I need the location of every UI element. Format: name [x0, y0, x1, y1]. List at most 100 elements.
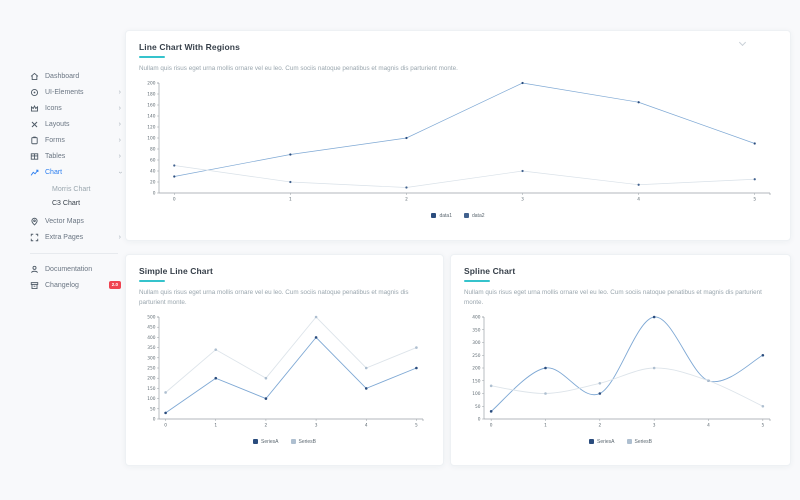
- chart-legend: SeriesA SeriesB: [139, 439, 430, 445]
- legend-item[interactable]: SeriesB: [626, 438, 653, 445]
- svg-text:4: 4: [365, 422, 368, 428]
- sidebar-item-documentation[interactable]: Documentation: [30, 261, 123, 277]
- legend-swatch: [464, 213, 469, 219]
- card-simple-line-chart: Simple Line Chart Nullam quis risus eget…: [125, 254, 444, 466]
- chevron-right-icon: ›: [118, 152, 121, 160]
- legend-item[interactable]: SeriesB: [290, 438, 317, 445]
- expand-icon: [30, 233, 39, 242]
- sidebar-item-ui-elements[interactable]: UI-Elements ›: [30, 84, 123, 100]
- sidebar: Dashboard UI-Elements › Icons › Layouts …: [0, 0, 125, 500]
- svg-text:150: 150: [147, 385, 155, 391]
- svg-text:60: 60: [150, 157, 156, 163]
- svg-text:2: 2: [405, 196, 408, 202]
- table-icon: [30, 152, 39, 161]
- legend-label: data1: [439, 212, 452, 219]
- sidebar-nav: Dashboard UI-Elements › Icons › Layouts …: [30, 68, 123, 293]
- legend-label: SeriesA: [260, 438, 279, 445]
- chevron-right-icon: ›: [118, 136, 121, 144]
- sidebar-item-label: UI-Elements: [45, 88, 84, 96]
- svg-text:180: 180: [147, 91, 155, 97]
- sidebar-item-tables[interactable]: Tables ›: [30, 148, 123, 164]
- chart-legend: data1 data2: [139, 213, 777, 219]
- simple-line-chart: 0 50 100 150 200 250 300 350 400 450 500 0 1 2 3 4 5: [147, 314, 424, 428]
- card-title: Simple Line Chart: [139, 266, 213, 276]
- collapse-icon[interactable]: [739, 40, 746, 45]
- legend-item[interactable]: SeriesA: [252, 438, 279, 445]
- card-spline-chart: Spline Chart Nullam quis risus eget urna…: [450, 254, 791, 466]
- svg-text:5: 5: [415, 422, 418, 428]
- svg-text:40: 40: [150, 168, 156, 174]
- sidebar-item-changelog[interactable]: Changelog 2.0: [30, 277, 123, 293]
- chevron-down-icon: ›: [116, 170, 124, 174]
- chevron-right-icon: ›: [118, 88, 121, 96]
- sidebar-item-label: Forms: [45, 136, 65, 144]
- svg-text:200: 200: [147, 80, 155, 86]
- legend-item[interactable]: data1: [431, 213, 452, 219]
- spline-chart: 0 50 100 150 200 250 300 350 400 0 1 2 3 4 5: [472, 314, 771, 428]
- legend-swatch: [290, 439, 296, 444]
- submenu-item-morris-chart[interactable]: Morris Chart: [52, 182, 123, 196]
- sidebar-item-vector-maps[interactable]: Vector Maps: [30, 213, 123, 229]
- sidebar-item-extra-pages[interactable]: Extra Pages ›: [30, 229, 123, 245]
- svg-text:0: 0: [173, 196, 176, 202]
- svg-text:120: 120: [147, 124, 155, 130]
- svg-text:1: 1: [214, 422, 217, 428]
- svg-text:400: 400: [472, 314, 480, 320]
- sidebar-item-label: Dashboard: [45, 72, 80, 80]
- card-description: Nullam quis risus eget urna mollis ornar…: [464, 289, 762, 306]
- target-icon: [30, 88, 39, 97]
- legend-item[interactable]: data2: [464, 213, 485, 219]
- sidebar-item-dashboard[interactable]: Dashboard: [30, 68, 123, 84]
- svg-text:160: 160: [147, 102, 155, 108]
- svg-text:0: 0: [153, 416, 156, 422]
- svg-text:350: 350: [472, 327, 480, 333]
- sidebar-item-chart[interactable]: Chart ›: [30, 164, 123, 180]
- chart-submenu: Morris Chart C3 Chart: [30, 180, 123, 213]
- svg-text:1: 1: [544, 422, 547, 428]
- sidebar-item-layouts[interactable]: Layouts ›: [30, 116, 123, 132]
- card-description: Nullam quis risus eget urna mollis ornar…: [139, 65, 458, 72]
- svg-text:200: 200: [147, 375, 155, 381]
- chart-legend: SeriesA SeriesB: [464, 439, 777, 445]
- svg-text:0: 0: [490, 422, 493, 428]
- sidebar-item-icons[interactable]: Icons ›: [30, 100, 123, 116]
- chevron-right-icon: ›: [118, 104, 121, 112]
- sidebar-item-forms[interactable]: Forms ›: [30, 132, 123, 148]
- card-line-chart-with-regions: Line Chart With Regions Nullam quis risu…: [125, 30, 791, 241]
- sidebar-item-label: Layouts: [45, 120, 70, 128]
- svg-text:100: 100: [147, 396, 155, 402]
- svg-text:1: 1: [289, 196, 292, 202]
- sidebar-item-label: Documentation: [45, 265, 93, 273]
- svg-text:3: 3: [521, 196, 524, 202]
- sidebar-divider: [30, 253, 118, 254]
- title-underline: [139, 56, 165, 58]
- legend-swatch: [431, 213, 437, 219]
- legend-swatch: [588, 439, 594, 444]
- chevron-right-icon: ›: [118, 120, 121, 128]
- svg-text:5: 5: [753, 196, 756, 202]
- version-badge: 2.0: [108, 281, 121, 289]
- sidebar-item-label: Icons: [45, 104, 62, 112]
- sidebar-item-label: Vector Maps: [45, 217, 84, 225]
- crown-icon: [30, 104, 39, 113]
- svg-text:50: 50: [150, 406, 156, 412]
- title-underline: [464, 280, 490, 282]
- svg-text:400: 400: [147, 334, 155, 340]
- home-icon: [30, 72, 39, 81]
- svg-text:450: 450: [147, 324, 155, 330]
- svg-text:3: 3: [653, 422, 656, 428]
- submenu-item-c3-chart[interactable]: C3 Chart: [52, 196, 123, 210]
- legend-label: SeriesA: [596, 438, 615, 445]
- svg-text:80: 80: [150, 146, 156, 152]
- sidebar-item-label: Extra Pages: [45, 233, 84, 241]
- legend-item[interactable]: SeriesA: [588, 438, 615, 445]
- svg-text:300: 300: [147, 355, 155, 361]
- card-description: Nullam quis risus eget urna mollis ornar…: [139, 289, 409, 306]
- svg-text:4: 4: [637, 196, 640, 202]
- legend-label: SeriesB: [634, 438, 653, 445]
- svg-text:300: 300: [472, 340, 480, 346]
- svg-text:350: 350: [147, 345, 155, 351]
- sidebar-item-label: Chart: [45, 168, 63, 176]
- svg-text:3: 3: [315, 422, 318, 428]
- legend-label: SeriesB: [298, 438, 317, 445]
